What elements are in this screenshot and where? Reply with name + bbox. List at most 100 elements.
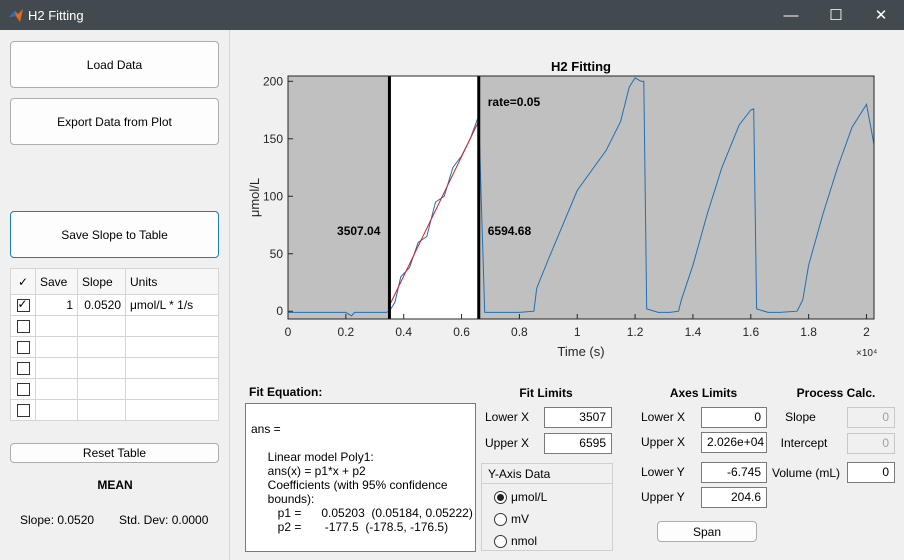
axes-limits-title: Axes Limits xyxy=(669,386,738,400)
table-row[interactable] xyxy=(10,315,219,337)
load-data-button[interactable]: Load Data xyxy=(10,41,219,88)
slope-cell[interactable] xyxy=(77,315,126,337)
fit-lower-x-input[interactable]: 3507 xyxy=(544,407,612,428)
fit-limits-title: Fit Limits xyxy=(519,386,573,400)
row-check-cell xyxy=(10,315,36,337)
slope-cell[interactable] xyxy=(77,357,126,379)
matlab-logo-icon xyxy=(9,9,23,22)
x-tick-label: 0.2 xyxy=(338,325,355,339)
save-slope-button[interactable]: Save Slope to Table xyxy=(10,211,219,258)
x-tick-label: 1.6 xyxy=(742,325,759,339)
x-tick-label: 2 xyxy=(863,325,870,339)
plot-background xyxy=(288,76,874,319)
row-checkbox[interactable] xyxy=(16,320,30,334)
x-exponent-label: ×10⁴ xyxy=(856,348,877,359)
units-cell[interactable]: μmol/L * 1/s xyxy=(125,294,219,316)
row-checkbox[interactable] xyxy=(16,383,30,397)
calc-slope-label: Slope xyxy=(785,410,816,424)
table-row[interactable] xyxy=(10,336,219,358)
column-header-check[interactable]: ✓ xyxy=(10,268,36,295)
units-cell[interactable] xyxy=(125,357,219,379)
fit-line xyxy=(388,120,480,306)
x-axis-label: Time (s) xyxy=(557,344,604,359)
row-check-cell xyxy=(10,294,36,316)
row-check-cell xyxy=(10,378,36,400)
axes-upper-x-input[interactable]: 2.026e+04 xyxy=(701,432,767,453)
right-panel: 0 0.2 0.4 0.6 0.8 1 1.2 1.4 1.6 1.8 2 0 50 100 150 200 H… xyxy=(231,30,904,560)
row-checkbox[interactable] xyxy=(16,362,30,376)
row-check-cell xyxy=(10,336,36,358)
slope-cell[interactable] xyxy=(77,378,126,400)
export-data-button[interactable]: Export Data from Plot xyxy=(10,98,219,145)
save-cell[interactable] xyxy=(35,315,78,337)
close-icon[interactable]: ✕ xyxy=(874,7,888,24)
axes-lower-y-label: Lower Y xyxy=(641,465,685,479)
table-header-row: ✓ Save Slope Units xyxy=(10,268,219,295)
left-panel: Load Data Export Data from Plot Save Slo… xyxy=(0,30,230,560)
y-axis-option[interactable]: μmol/L xyxy=(494,490,547,504)
row-check-cell xyxy=(10,357,36,379)
lower-limit-annotation: 3507.04 xyxy=(337,224,381,238)
calc-intercept-field: 0 xyxy=(847,433,895,454)
maximize-icon[interactable]: ☐ xyxy=(829,7,843,24)
y-axis-data-group: Y-Axis Data μmol/L mV nmol xyxy=(481,463,613,551)
h2-fitting-chart[interactable]: 0 0.2 0.4 0.6 0.8 1 1.2 1.4 1.6 1.8 2 0 50 100 150 200 H… xyxy=(231,30,904,365)
minimize-icon[interactable]: — xyxy=(783,6,799,24)
save-cell[interactable] xyxy=(35,336,78,358)
x-tick-label: 1.2 xyxy=(627,325,644,339)
y-axis-option[interactable]: mV xyxy=(494,512,529,526)
x-tick-label: 0.6 xyxy=(453,325,470,339)
plot-frame xyxy=(287,75,875,320)
y-axis-data-title: Y-Axis Data xyxy=(482,464,612,484)
units-cell[interactable] xyxy=(125,399,219,421)
column-header-units[interactable]: Units xyxy=(125,268,219,295)
radio-button[interactable] xyxy=(494,490,507,504)
fit-upper-x-input[interactable]: 6595 xyxy=(544,433,612,454)
save-cell[interactable] xyxy=(35,357,78,379)
save-cell[interactable] xyxy=(35,399,78,421)
table-row[interactable] xyxy=(10,357,219,379)
y-axis-option-label: μmol/L xyxy=(511,490,548,504)
row-checkbox[interactable] xyxy=(16,297,30,313)
y-axis-option[interactable]: nmol xyxy=(494,534,537,548)
y-tick-label: 150 xyxy=(263,132,283,146)
column-header-slope[interactable]: Slope xyxy=(77,268,126,295)
window-title: H2 Fitting xyxy=(28,8,84,23)
slope-cell[interactable] xyxy=(77,336,126,358)
save-cell[interactable]: 1 xyxy=(35,294,78,316)
radio-button[interactable] xyxy=(494,512,507,526)
save-cell[interactable] xyxy=(35,378,78,400)
span-button[interactable]: Span xyxy=(657,521,757,542)
table-row[interactable] xyxy=(10,378,219,400)
x-tick-label: 0 xyxy=(285,325,292,339)
radio-button[interactable] xyxy=(494,534,507,548)
calc-volume-label: Volume (mL) xyxy=(772,466,841,480)
reset-table-button[interactable]: Reset Table xyxy=(10,443,219,463)
y-tick-label: 50 xyxy=(270,247,284,261)
rate-annotation: rate=0.05 xyxy=(488,95,541,109)
axes-lower-y-input[interactable]: -6.745 xyxy=(701,462,767,483)
calc-intercept-label: Intercept xyxy=(780,436,828,450)
axes-upper-y-input[interactable]: 204.6 xyxy=(701,487,767,508)
table-row[interactable] xyxy=(10,399,219,421)
y-tick-label: 200 xyxy=(263,74,283,88)
row-checkbox[interactable] xyxy=(16,341,30,355)
axes-lower-x-label: Lower X xyxy=(641,410,686,424)
fit-lower-x-label: Lower X xyxy=(485,410,530,424)
units-cell[interactable] xyxy=(125,315,219,337)
calc-volume-input[interactable]: 0 xyxy=(847,462,895,483)
x-tick-label: 0.8 xyxy=(511,325,528,339)
row-checkbox[interactable] xyxy=(16,404,30,418)
fit-equation-output[interactable]: ans = Linear model Poly1: ans(x) = p1*x … xyxy=(245,403,476,552)
fit-equation-text: ans = Linear model Poly1: ans(x) = p1*x … xyxy=(251,422,473,534)
slope-cell[interactable] xyxy=(77,399,126,421)
slope-cell[interactable]: 0.0520 xyxy=(77,294,126,316)
data-series-line xyxy=(288,77,874,317)
units-cell[interactable] xyxy=(125,336,219,358)
calc-slope-field: 0 xyxy=(847,407,895,428)
column-header-save[interactable]: Save xyxy=(35,268,78,295)
axes-lower-x-input[interactable]: 0 xyxy=(701,407,767,428)
units-cell[interactable] xyxy=(125,378,219,400)
chart-title: H2 Fitting xyxy=(551,59,611,74)
